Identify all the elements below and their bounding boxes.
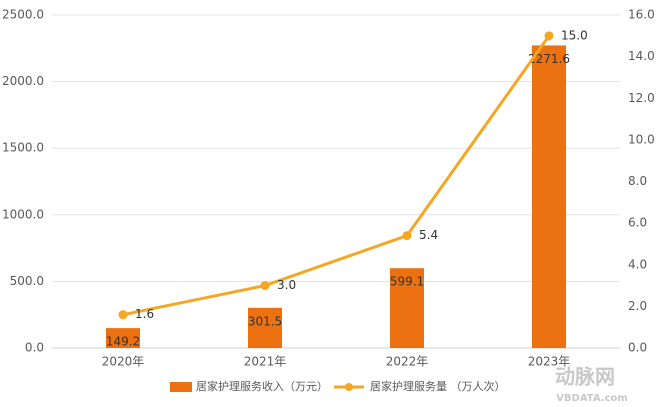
- data-label: 2271.6: [528, 52, 570, 66]
- y-tick-label: 1500.0: [2, 141, 44, 155]
- y-tick-label: 0.0: [25, 341, 44, 355]
- y2-tick-label: 14.0: [628, 49, 655, 63]
- y-tick-label: 2500.0: [2, 8, 44, 22]
- data-label: 301.5: [248, 314, 282, 328]
- legend-swatch: [345, 383, 353, 391]
- y2-tick-label: 10.0: [628, 132, 655, 146]
- legend-label: 居家护理服务量 （万人次）: [370, 379, 506, 393]
- data-label: 3.0: [277, 278, 296, 292]
- y2-tick-label: 0.0: [628, 341, 647, 355]
- data-label: 599.1: [390, 275, 424, 289]
- line-point: [402, 231, 412, 241]
- y-tick-label: 2000.0: [2, 74, 44, 88]
- x-tick-label: 2022年: [386, 355, 429, 369]
- data-label: 1.6: [135, 307, 154, 321]
- x-tick-label: 2020年: [102, 355, 145, 369]
- y2-tick-label: 4.0: [628, 257, 647, 271]
- data-label: 15.0: [561, 28, 588, 42]
- x-tick-label: 2023年: [528, 355, 571, 369]
- bar: [390, 268, 424, 348]
- y2-tick-label: 6.0: [628, 216, 647, 230]
- watermark: 动脉网: [555, 365, 615, 389]
- line-point: [260, 281, 270, 291]
- line-point: [544, 31, 554, 41]
- y2-tick-label: 8.0: [628, 174, 647, 188]
- data-label: 5.4: [419, 228, 438, 242]
- line: [122, 34, 551, 317]
- y2-tick-label: 12.0: [628, 91, 655, 105]
- bar: [248, 307, 282, 348]
- y2-tick-label: 16.0: [628, 8, 655, 22]
- legend-label: 居家护理服务收入（万元）: [196, 379, 328, 393]
- bar: [532, 45, 566, 348]
- y-tick-label: 1000.0: [2, 207, 44, 221]
- x-tick-label: 2021年: [244, 355, 287, 369]
- watermark: VBDATA.com: [556, 393, 628, 404]
- y2-tick-label: 2.0: [628, 299, 647, 313]
- data-label: 149.2: [106, 335, 140, 349]
- y-tick-label: 500.0: [10, 274, 44, 288]
- legend-swatch: [170, 382, 192, 392]
- bar: [106, 328, 140, 348]
- line-point: [118, 310, 128, 320]
